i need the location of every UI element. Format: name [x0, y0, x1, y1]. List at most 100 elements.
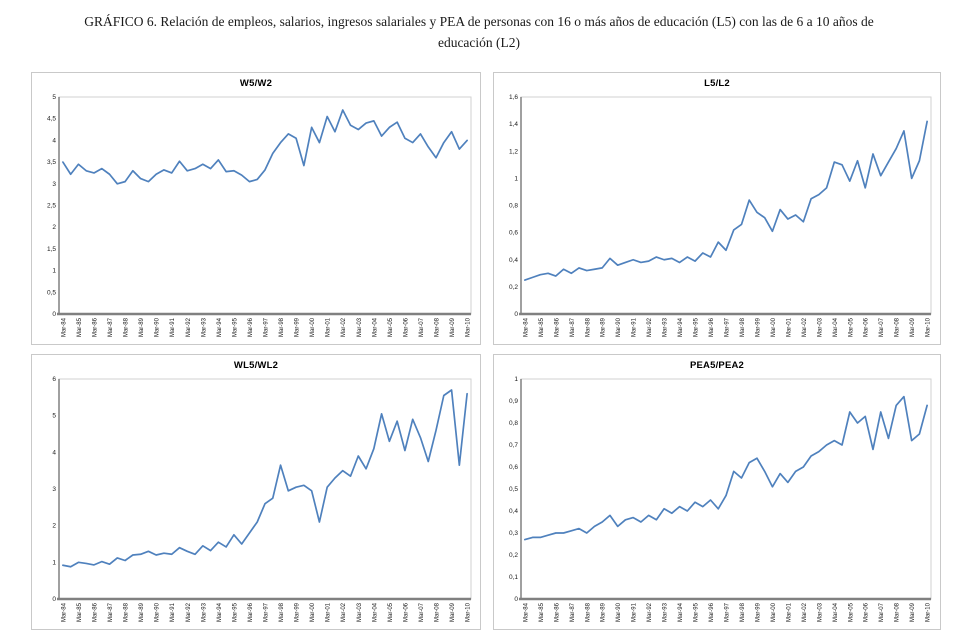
chart-title-wl5-wl2: WL5/WL2: [233, 360, 279, 371]
data-series-line: [62, 389, 468, 568]
x-tick-label: Mar-95: [694, 317, 700, 337]
data-series-line: [524, 395, 928, 541]
y-tick-label: 0,8: [509, 420, 518, 427]
x-tick-label: Mar-03: [357, 602, 363, 622]
x-tick-label: Mar-03: [357, 317, 363, 337]
x-tick-label: Mar-02: [802, 317, 808, 337]
plot-area: [58, 378, 472, 600]
x-tick-label: Mar-90: [616, 602, 622, 622]
x-tick-label: Mar-04: [372, 317, 378, 337]
x-tick-label: Mar-02: [341, 317, 347, 337]
y-tick-label: 0,4: [509, 508, 518, 515]
x-tick-label: Mar-94: [217, 317, 223, 337]
x-tick-label: Mar-97: [264, 602, 270, 622]
y-tick-label: 0,5: [509, 486, 518, 493]
y-tick-label: 0,2: [509, 284, 518, 291]
x-tick-label: Mar-93: [201, 317, 207, 337]
x-tick-label: Mar-88: [124, 602, 130, 622]
x-tick-label: Mar-04: [833, 602, 839, 622]
x-tick-labels: Mar-84 Mar-85 Mar-86 Mar-87 Mar-88 Mar-89 Mar-…: [61, 317, 471, 337]
x-tick-label: Mar-90: [155, 602, 161, 622]
y-tick-labels: 0 0,5 1 1,5 2 2,5 3 3,5 4 4,5 5: [47, 94, 56, 318]
x-tick-label: Mar-93: [663, 602, 669, 622]
x-tick-label: Mar-08: [895, 317, 901, 337]
y-tick-labels: 0 0,2 0,4 0,6 0,8 1 1,2 1,4 1,6: [509, 94, 518, 318]
x-tick-label: Mar-06: [864, 602, 870, 622]
y-tick-label: 1: [52, 559, 56, 566]
x-tick-label: Mar-10: [466, 602, 472, 622]
y-tick-label: 1,2: [509, 148, 518, 155]
y-tick-label: 4: [52, 137, 56, 144]
y-tick-label: 0,9: [509, 398, 518, 405]
y-tick-label: 1,6: [509, 94, 518, 101]
y-tick-label: 0,1: [509, 574, 518, 581]
x-tick-label: Mar-96: [709, 602, 715, 622]
x-tick-label: Mar-96: [248, 317, 254, 337]
x-tick-label: Mar-08: [435, 317, 441, 337]
x-tick-label: Mar-89: [139, 317, 145, 337]
x-tick-label: Mar-88: [585, 602, 591, 622]
y-tick-label: 3,5: [47, 159, 56, 166]
x-tick-label: Mar-08: [435, 602, 441, 622]
y-tick-label: 1,5: [47, 246, 56, 253]
x-tick-label: Mar-06: [403, 602, 409, 622]
x-tick-label: Mar-01: [786, 602, 792, 622]
x-tick-label: Mar-86: [554, 317, 560, 337]
figure-caption-line-1: GRÁFICO 6. Relación de empleos, salarios…: [84, 14, 874, 29]
data-series-line: [62, 109, 468, 185]
x-tick-label: Mar-85: [77, 317, 83, 337]
x-tick-label: Mar-91: [632, 317, 638, 337]
x-tick-label: Mar-92: [647, 317, 653, 337]
y-tick-labels: 0 1 2 3 4 5 6: [52, 376, 56, 603]
x-tick-label: Mar-94: [217, 602, 223, 622]
chart-panel-pea5-pea2: PEA5/PEA2 0 0,1 0,2 0,3 0,4 0,5 0,6 0,7 0,8 0,9 1 M…: [493, 354, 941, 630]
chart-panel-w5-w2: W5/W2 0 0,5 1 1,5 2 2,5 3 3,5 4 4,5 5 Mar-84 Mar-85 M…: [31, 72, 481, 345]
x-tick-label: Mar-90: [616, 317, 622, 337]
chart-title-l5-l2: L5/L2: [704, 78, 730, 89]
x-tick-label: Mar-95: [694, 602, 700, 622]
x-tick-label: Mar-05: [388, 317, 394, 337]
y-tick-label: 5: [52, 94, 56, 101]
x-tick-label: Mar-87: [108, 602, 114, 622]
x-tick-label: Mar-99: [295, 317, 301, 337]
y-tick-label: 0,6: [509, 464, 518, 471]
y-tick-label: 0: [52, 311, 56, 318]
x-tick-labels: Mar-84 Mar-85 Mar-86 Mar-87 Mar-88 Mar-89 Mar-…: [523, 317, 931, 337]
y-tick-label: 0: [514, 596, 518, 603]
x-tick-label: Mar-91: [170, 602, 176, 622]
y-tick-label: 0,2: [509, 552, 518, 559]
x-tick-label: Mar-97: [725, 602, 731, 622]
x-tick-label: Mar-89: [139, 602, 145, 622]
x-tick-label: Mar-09: [450, 602, 456, 622]
x-tick-label: Mar-00: [771, 317, 777, 337]
plot-area: [58, 96, 472, 315]
y-tick-label: 1,4: [509, 121, 518, 128]
x-tick-label: Mar-09: [910, 317, 916, 337]
x-tick-label: Mar-05: [388, 602, 394, 622]
x-tick-label: Mar-03: [817, 317, 823, 337]
y-tick-label: 3: [52, 486, 56, 493]
x-tick-label: Mar-84: [523, 317, 529, 337]
x-tick-label: Mar-01: [786, 317, 792, 337]
x-tick-label: Mar-99: [755, 602, 761, 622]
chart-panel-l5-l2: L5/L2 0 0,2 0,4 0,6 0,8 1 1,2 1,4 1,6 Mar-84 Mar-8…: [493, 72, 941, 345]
y-tick-label: 1: [514, 175, 518, 182]
x-tick-label: Mar-02: [341, 602, 347, 622]
plot-area: [520, 96, 932, 315]
y-tick-label: 0,5: [47, 289, 56, 296]
figure-caption-line-2: educación (L2): [437, 35, 521, 50]
x-tick-label: Mar-95: [232, 317, 238, 337]
x-tick-label: Mar-10: [466, 317, 472, 337]
x-tick-label: Mar-93: [663, 317, 669, 337]
y-tick-label: 0,7: [509, 442, 518, 449]
x-tick-labels: Mar-84 Mar-85 Mar-86 Mar-87 Mar-88 Mar-89 Mar-…: [61, 602, 471, 622]
y-tick-label: 0: [52, 596, 56, 603]
y-tick-label: 4: [52, 449, 56, 456]
x-tick-label: Mar-98: [279, 317, 285, 337]
x-tick-label: Mar-07: [879, 317, 885, 337]
x-tick-label: Mar-09: [450, 317, 456, 337]
x-tick-label: Mar-99: [755, 317, 761, 337]
x-tick-label: Mar-86: [92, 317, 98, 337]
